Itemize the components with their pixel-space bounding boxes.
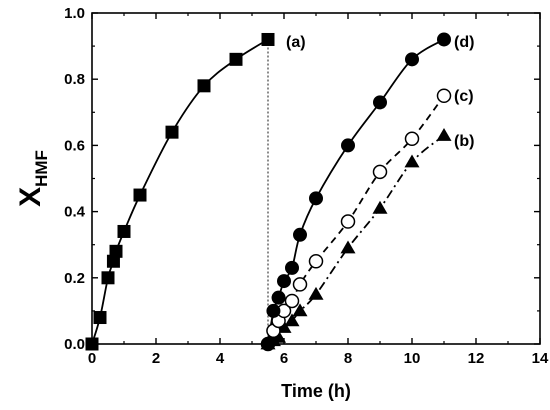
series-d-point [373, 95, 387, 110]
series-d-point [285, 260, 299, 275]
series-d-point [405, 52, 419, 67]
series-a-point [106, 254, 120, 268]
series-line-a [91, 38, 269, 345]
series-b-point [271, 329, 287, 343]
y-tick-label: 0.4 [64, 204, 86, 221]
series-c-point [436, 88, 452, 103]
x-tick-label: 10 [404, 350, 421, 367]
series-a-point [93, 311, 107, 325]
series-a-point [117, 224, 131, 238]
x-tick-label: 12 [468, 350, 485, 367]
y-axis-title-sub: HMF [32, 150, 51, 187]
series-d-point [437, 32, 451, 47]
series-b-point [372, 200, 388, 214]
series-c-point [292, 277, 308, 292]
series-b-point [436, 127, 452, 141]
series-c-point [404, 131, 420, 147]
x-tick-label: 6 [280, 350, 288, 367]
series-c-point [340, 214, 356, 229]
x-tick-label: 14 [532, 350, 549, 367]
x-tick-label: 8 [344, 350, 352, 367]
x-axis-title: Time (h) [281, 381, 351, 401]
y-axis-title: XHMF [14, 150, 51, 207]
series-b-point [292, 303, 308, 317]
series-c-point [372, 164, 388, 180]
series-markers [85, 32, 452, 352]
series-b-point [404, 154, 420, 168]
series-line-c [267, 95, 445, 345]
series-b-point [308, 286, 324, 300]
x-tick-label: 2 [152, 350, 160, 367]
y-tick-label: 0.0 [64, 336, 85, 353]
series-label-c: (c) [454, 88, 474, 105]
series-a-point [261, 32, 275, 46]
y-tick-label: 1.0 [64, 5, 85, 22]
series-a-point [101, 271, 115, 285]
series-d-point [271, 290, 286, 305]
series-labels: (a) (b) (c) (d) [286, 34, 474, 150]
x-tick-label: 4 [216, 350, 225, 367]
series-a-point [197, 79, 211, 93]
series-label-d: (d) [454, 34, 474, 51]
series-d-point [293, 227, 307, 242]
series-c-point [284, 293, 300, 309]
series-d-point [341, 138, 355, 153]
series-label-b: (b) [454, 133, 474, 150]
series-a-point [109, 244, 123, 258]
series-b-point [340, 240, 356, 254]
tick-labels: 0 2 4 6 8 10 12 14 0.0 0.2 0.4 0.6 0.8 1.0 [64, 5, 549, 367]
axis-ticks [91, 12, 541, 345]
y-tick-label: 0.8 [64, 71, 85, 88]
y-tick-label: 0.2 [64, 270, 85, 287]
series-d-point [266, 303, 281, 318]
series-b-point [284, 313, 300, 327]
y-axis-title-main: X [14, 187, 47, 207]
series-label-a: (a) [286, 34, 306, 51]
y-tick-label: 0.6 [64, 137, 85, 154]
series-a-point [165, 125, 179, 139]
series-d-point [277, 274, 291, 289]
x-tick-label: 0 [88, 350, 96, 367]
series-d-point [309, 191, 323, 206]
series-c-point [308, 254, 324, 269]
series-a-point [133, 188, 147, 202]
series-a-point [229, 52, 243, 66]
